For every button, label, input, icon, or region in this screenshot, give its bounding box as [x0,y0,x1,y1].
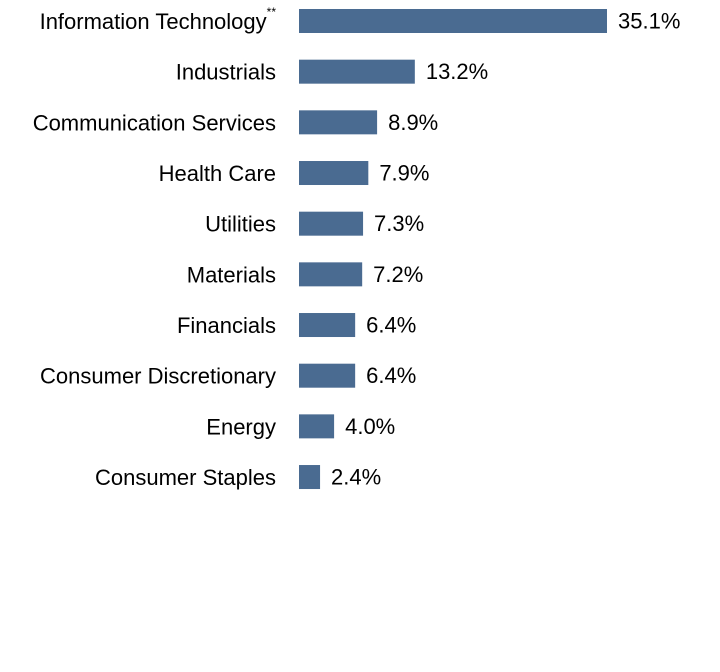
bar-materials [299,262,363,287]
bar-utilities [299,211,364,236]
value-label-materials: 7.2% [373,262,423,287]
category-label-financials: Financials [177,313,276,338]
category-label-consumer-staples: Consumer Staples [95,465,276,490]
category-label-communication-services: Communication Services [33,110,276,135]
category-labels: Information Technology** Industrials Commu… [33,5,277,490]
bar-energy [299,414,335,439]
category-label-health-care: Health Care [159,161,276,186]
category-label-materials: Materials [187,262,276,287]
category-label-information-technology: Information Technology** [40,5,277,34]
value-label-consumer-discretionary: 6.4% [366,363,416,388]
category-label-utilities: Utilities [205,211,276,236]
category-label-energy: Energy [206,414,276,439]
value-label-health-care: 7.9% [379,161,429,186]
value-label-energy: 4.0% [345,414,395,439]
value-label-information-technology: 35.1% [618,9,680,34]
bar-communication-services [299,110,378,135]
value-label-consumer-staples: 2.4% [331,465,381,490]
bar-health-care [299,161,369,186]
value-label-utilities: 7.3% [374,211,424,236]
value-label-communication-services: 8.9% [388,110,438,135]
value-label-industrials: 13.2% [426,59,488,84]
bar-financials [299,313,356,338]
bar-industrials [299,59,415,84]
bars [299,9,607,490]
bar-information-technology [299,9,607,33]
bar-consumer-staples [299,465,321,490]
category-label-consumer-discretionary: Consumer Discretionary [40,363,276,388]
value-label-financials: 6.4% [366,313,416,338]
bar-consumer-discretionary [299,363,356,388]
value-labels: 35.1% 13.2% 8.9% 7.9% 7.3% 7.2% 6.4% 6.4% 4.0% 2.… [331,9,680,490]
category-label-industrials: Industrials [176,59,276,84]
